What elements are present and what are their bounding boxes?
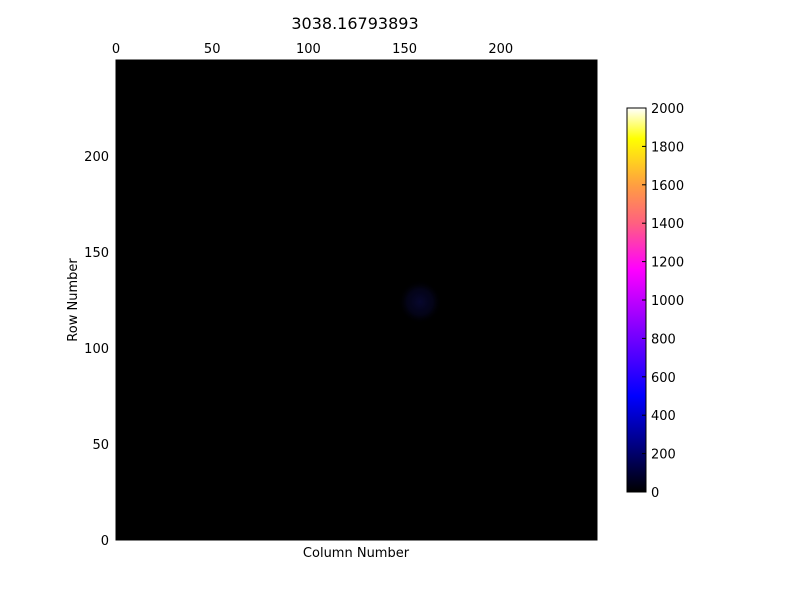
colorbar-tick-label: 400 [651, 409, 676, 424]
colorbar-tick-label: 1200 [651, 256, 684, 271]
colorbar-tick-label: 2000 [651, 102, 684, 117]
x-tick-label: 150 [392, 42, 417, 57]
colorbar: 0 200 400 600 800 1000 1200 1400 1600 1800 2000 [626, 102, 684, 501]
x-axis-label: Column Number [303, 546, 410, 561]
heatmap-features [397, 279, 442, 324]
colorbar-ticks: 0 200 400 600 800 1000 1200 1400 1600 1800 2000 [642, 102, 684, 501]
colorbar-tick-label: 600 [651, 371, 676, 386]
y-axis-label: Row Number [66, 258, 81, 342]
colorbar-tick-label: 800 [651, 332, 676, 347]
y-tick-label: 100 [84, 342, 109, 357]
y-tick-label: 0 [101, 534, 109, 549]
y-tick-label: 150 [84, 246, 109, 261]
plot-frame [115, 59, 598, 541]
colorbar-tick-label: 1800 [651, 140, 684, 155]
x-tick-label: 200 [488, 42, 513, 57]
heatmap-blob [397, 279, 442, 324]
heatmap-area [115, 59, 598, 541]
heatmap-image [116, 60, 597, 540]
chart-title: 3038.16793893 [291, 14, 418, 33]
y-tick-label: 200 [84, 150, 109, 165]
colorbar-tick-label: 1600 [651, 179, 684, 194]
y-axis-ticks: 0 50 100 150 200 [84, 150, 597, 549]
y-tick-label: 50 [92, 438, 109, 453]
x-tick-label: 0 [112, 42, 120, 57]
x-tick-label: 100 [296, 42, 321, 57]
colorbar-tick-label: 200 [651, 448, 676, 463]
x-axis-ticks: 0 50 100 150 200 [112, 42, 513, 540]
colorbar-tick-label: 1400 [651, 217, 684, 232]
colorbar-tick-label: 0 [651, 486, 659, 501]
x-tick-label: 50 [204, 42, 221, 57]
colorbar-tick-label: 1000 [651, 294, 684, 309]
